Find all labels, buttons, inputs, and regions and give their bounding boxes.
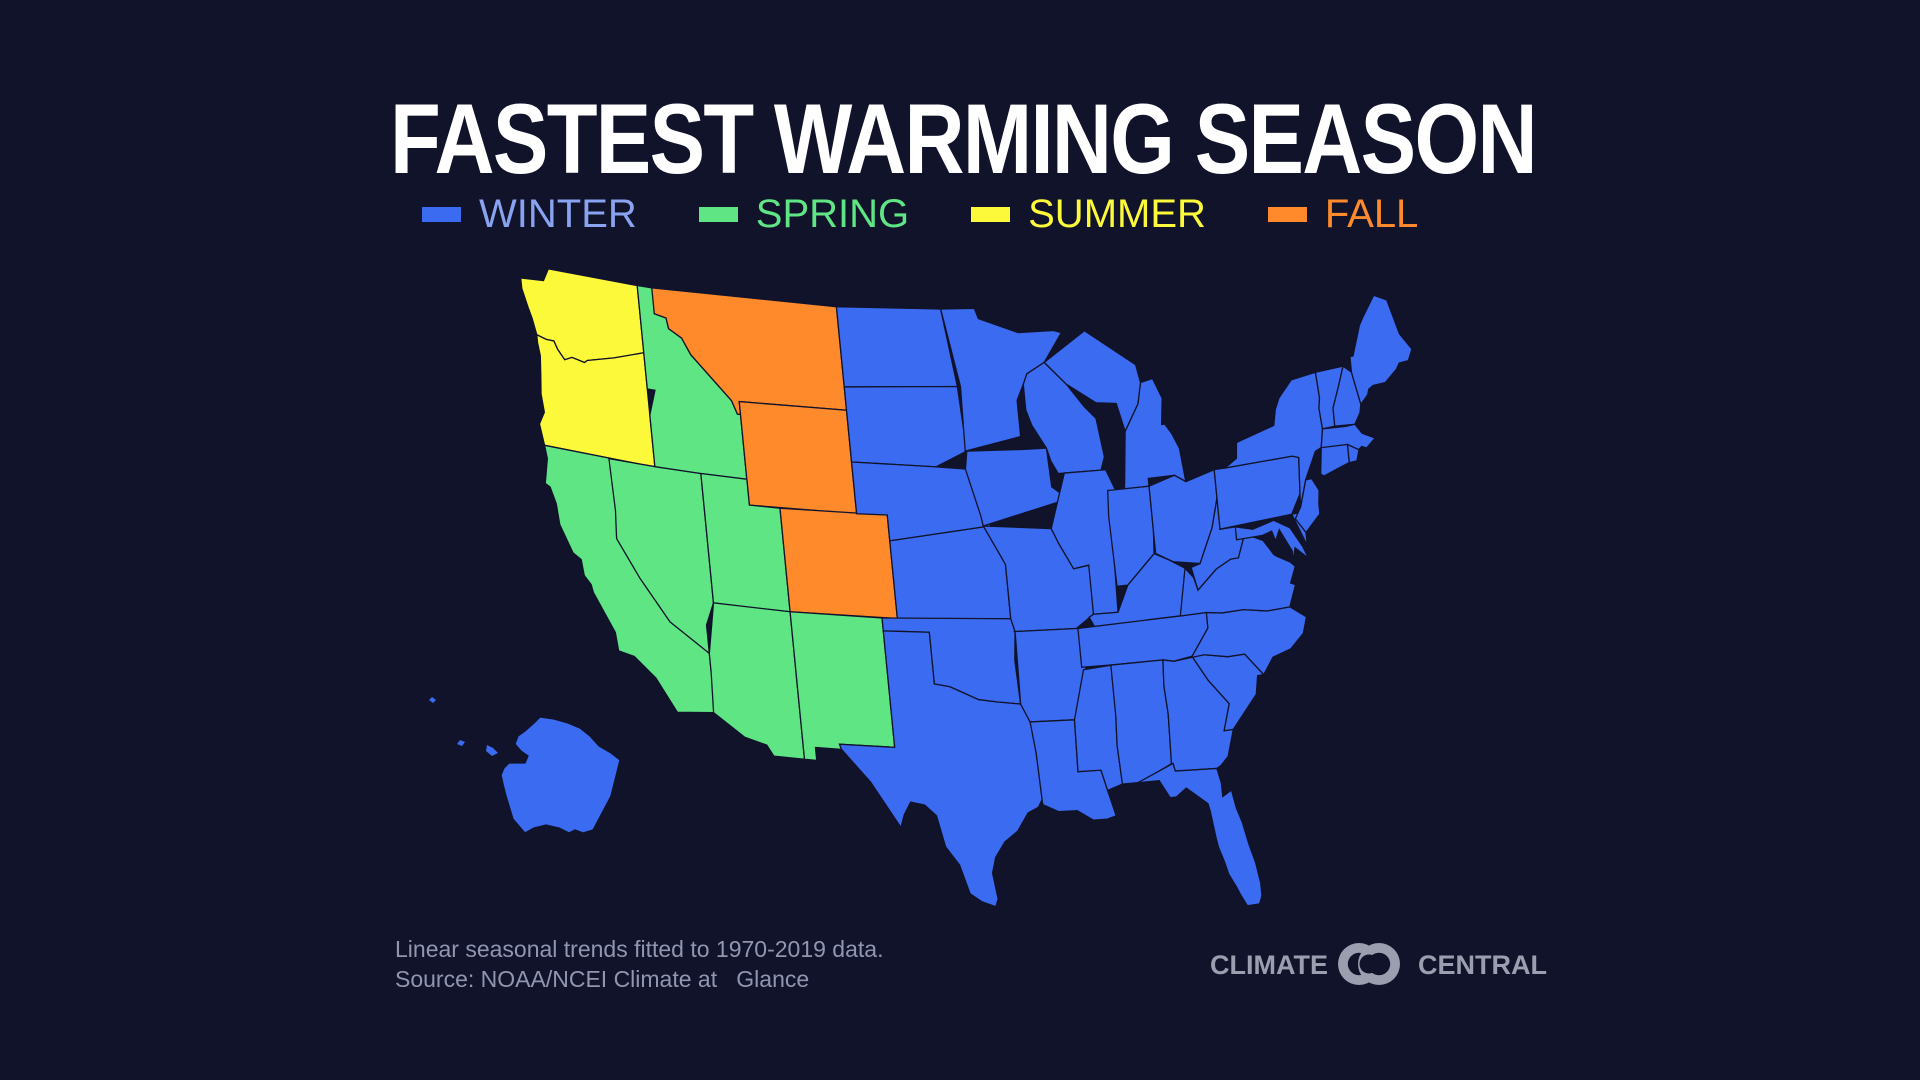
svg-text:CLIMATE: CLIMATE — [1210, 950, 1328, 980]
svg-text:CENTRAL: CENTRAL — [1418, 950, 1547, 980]
